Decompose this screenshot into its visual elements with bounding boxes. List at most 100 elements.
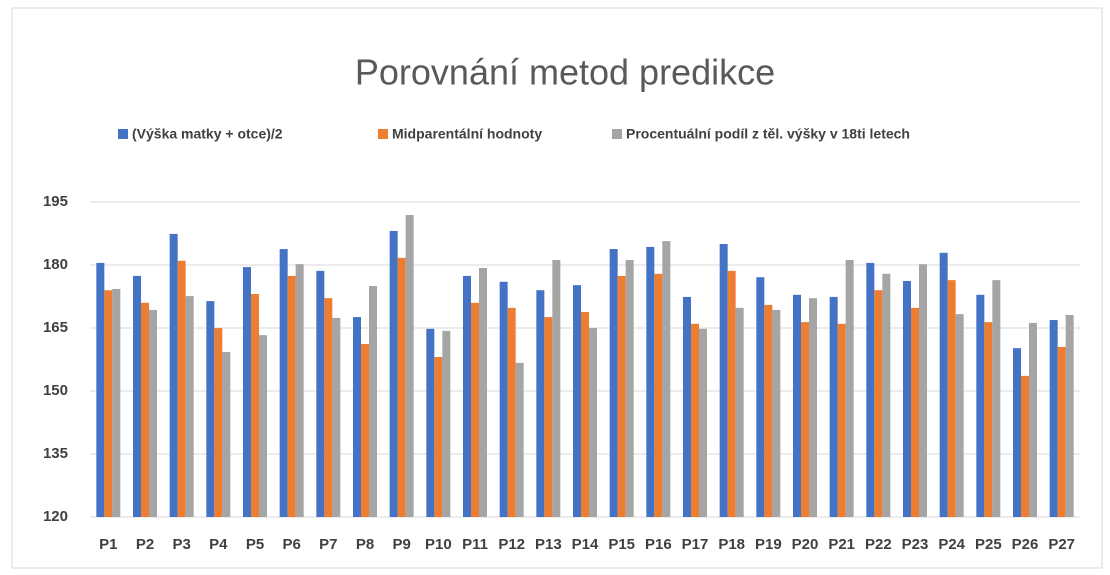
bar [133, 275, 141, 517]
bar [756, 277, 765, 517]
bar [573, 285, 581, 517]
y-tick-label: 165 [43, 319, 68, 336]
x-tick-label: P15 [608, 536, 635, 553]
bar [434, 356, 443, 517]
bar [735, 307, 744, 517]
bar [279, 249, 288, 518]
legend-swatch [378, 129, 388, 139]
bar [141, 302, 149, 517]
x-tick-label: P10 [425, 536, 452, 553]
x-tick-label: P12 [498, 536, 525, 553]
x-tick-label: P24 [938, 536, 965, 553]
bar [654, 273, 663, 517]
bar [866, 262, 875, 517]
y-tick-label: 150 [43, 382, 68, 399]
y-tick-label: 180 [43, 256, 68, 273]
legend-swatch [612, 129, 622, 139]
bar [727, 270, 736, 517]
x-tick-label: P1 [99, 536, 117, 553]
chart-title: Porovnání metod predikce [355, 52, 775, 93]
bar [874, 290, 883, 517]
x-tick-label: P20 [792, 536, 819, 553]
bar [845, 259, 854, 517]
bar [112, 288, 121, 517]
bar [1013, 348, 1021, 517]
bar [222, 351, 231, 517]
bar [324, 298, 333, 517]
x-tick-label: P21 [828, 536, 855, 553]
x-tick-label: P3 [172, 536, 190, 553]
legend-swatch [118, 129, 128, 139]
y-tick-label: 135 [43, 445, 68, 462]
x-tick-label: P8 [356, 536, 374, 553]
bar [426, 328, 435, 517]
bar [316, 270, 325, 517]
bar [214, 328, 223, 517]
x-tick-label: P7 [319, 536, 337, 553]
x-tick-label: P25 [975, 536, 1002, 553]
legend-label: Procentuální podíl z těl. výšky v 18ti l… [626, 126, 910, 142]
x-tick-label: P14 [572, 536, 599, 553]
bar [911, 307, 919, 517]
y-tick-label: 120 [43, 508, 68, 525]
bar [939, 252, 948, 517]
y-tick-label: 195 [43, 193, 68, 210]
x-tick-label: P18 [718, 536, 745, 553]
legend-label: (Výška matky + otce)/2 [132, 126, 283, 142]
x-tick-label: P16 [645, 536, 672, 553]
bar [581, 312, 589, 517]
bar [992, 280, 1001, 517]
bar [332, 317, 341, 517]
bar [169, 233, 178, 518]
bar [1021, 375, 1029, 517]
bar [442, 330, 451, 517]
bar [691, 323, 699, 517]
bar [829, 296, 838, 517]
x-tick-label: P11 [462, 536, 488, 553]
bar [536, 290, 545, 517]
bar [507, 307, 516, 517]
bar [882, 273, 891, 517]
x-tick-label: P19 [755, 536, 782, 553]
bar [903, 280, 911, 517]
x-tick-label: P27 [1048, 536, 1075, 553]
bar [259, 335, 267, 517]
bar [809, 298, 817, 517]
bar [177, 260, 186, 517]
x-tick-label: P4 [209, 536, 228, 553]
bar [772, 309, 781, 517]
bar [617, 275, 626, 517]
x-tick-label: P2 [136, 536, 154, 553]
bar [552, 259, 561, 517]
bar [947, 280, 956, 517]
bar [719, 244, 728, 517]
x-tick-label: P22 [865, 536, 892, 553]
bar [104, 290, 113, 517]
x-tick-label: P6 [282, 536, 300, 553]
bar [662, 241, 671, 517]
bar [589, 328, 597, 517]
bar [361, 343, 369, 517]
bar [389, 230, 398, 518]
x-tick-label: P23 [902, 536, 929, 553]
bar [479, 267, 487, 517]
bar [96, 262, 105, 517]
bar [764, 304, 773, 517]
bar [243, 267, 251, 517]
bar [683, 296, 691, 517]
bar [984, 322, 993, 517]
bar [699, 328, 707, 517]
bar [625, 259, 634, 517]
bar [463, 275, 471, 517]
x-tick-label: P9 [392, 536, 410, 553]
bar [544, 317, 553, 517]
bar [295, 264, 304, 517]
bar [955, 314, 964, 517]
bar [397, 257, 406, 517]
bar [1057, 346, 1066, 517]
bar [976, 294, 985, 517]
bar [149, 309, 157, 517]
bar [1029, 322, 1037, 517]
bar [793, 294, 801, 517]
bar [515, 362, 524, 517]
